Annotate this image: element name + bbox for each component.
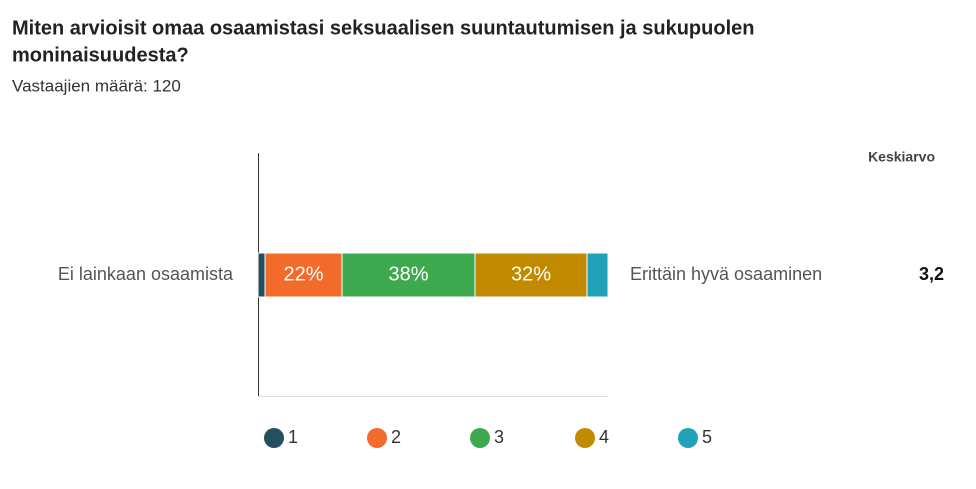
bar-segment xyxy=(586,252,609,298)
chart-title: moninaisuudesta? xyxy=(12,44,189,66)
legend-label: 3 xyxy=(494,427,504,447)
subtitle: Vastaajien määrä: 120 xyxy=(12,76,181,95)
legend-swatch xyxy=(575,428,595,448)
legend-label: 2 xyxy=(391,427,401,447)
value-label: 32% xyxy=(511,263,551,285)
mean-value: 3,2 xyxy=(919,264,944,284)
legend-swatch xyxy=(470,428,490,448)
legend-label: 5 xyxy=(702,427,712,447)
bar-segment xyxy=(264,252,343,298)
chart-title: Miten arvioisit omaa osaamistasi seksuaa… xyxy=(12,17,754,39)
legend-swatch xyxy=(264,428,284,448)
value-label: 38% xyxy=(388,263,428,285)
bar-segment xyxy=(341,252,476,298)
legend-label: 1 xyxy=(288,427,298,447)
right-label: Erittäin hyvä osaaminen xyxy=(630,264,822,284)
value-label: 22% xyxy=(283,263,323,285)
legend-swatch xyxy=(678,428,698,448)
legend-swatch xyxy=(367,428,387,448)
mean-header: Keskiarvo xyxy=(868,149,935,165)
left-label: Ei lainkaan osaamista xyxy=(58,264,234,284)
legend-label: 4 xyxy=(599,427,609,447)
bar-segment xyxy=(474,252,588,298)
bar-segment xyxy=(257,252,266,298)
